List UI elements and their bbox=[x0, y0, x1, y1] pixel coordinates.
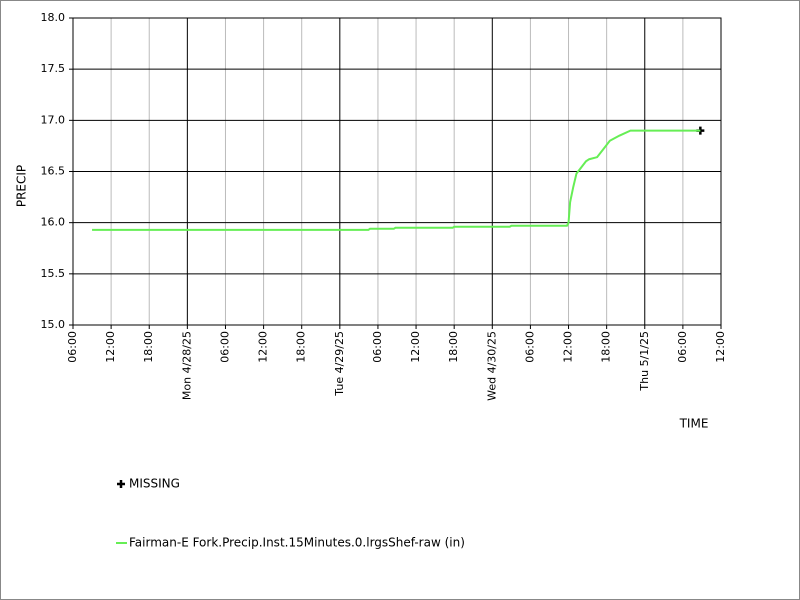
x-tick-label: 12:00 bbox=[257, 331, 270, 363]
legend-label: MISSING bbox=[129, 477, 180, 491]
y-tick-label: 16.5 bbox=[41, 165, 66, 178]
x-tick-label: Wed 4/30/25 bbox=[485, 331, 498, 401]
x-tick-label: 06:00 bbox=[676, 331, 689, 363]
missing-marker bbox=[117, 480, 125, 488]
y-tick-label: 17.5 bbox=[41, 62, 66, 75]
x-tick-label: 06:00 bbox=[218, 331, 231, 363]
x-tick-label: 18:00 bbox=[447, 331, 460, 363]
x-tick-label: 18:00 bbox=[295, 331, 308, 363]
x-tick-label: 18:00 bbox=[142, 331, 155, 363]
x-tick-label: 12:00 bbox=[562, 331, 575, 363]
x-tick-label: 12:00 bbox=[714, 331, 727, 363]
legend-label: Fairman-E Fork.Precip.Inst.15Minutes.0.l… bbox=[129, 536, 465, 550]
x-tick-label: Thu 5/1/25 bbox=[638, 331, 651, 392]
x-tick-label: 12:00 bbox=[104, 331, 117, 363]
x-tick-label: 18:00 bbox=[600, 331, 613, 363]
x-tick-label: Mon 4/28/25 bbox=[180, 331, 193, 400]
x-tick-label: 06:00 bbox=[371, 331, 384, 363]
plot-frame bbox=[72, 17, 722, 326]
y-tick-label: 17.0 bbox=[41, 113, 66, 126]
x-tick-label: Tue 4/29/25 bbox=[333, 331, 346, 397]
x-tick-label: 06:00 bbox=[523, 331, 536, 363]
x-tick-label: 06:00 bbox=[66, 331, 79, 363]
y-tick-label: 18.0 bbox=[41, 11, 66, 24]
y-tick-label: 15.0 bbox=[41, 318, 66, 331]
x-tick-label: 12:00 bbox=[409, 331, 422, 363]
y-axis-label: PRECIP bbox=[15, 165, 29, 207]
series-line bbox=[92, 129, 701, 231]
x-axis-label: TIME bbox=[679, 417, 709, 431]
y-tick-label: 15.5 bbox=[41, 267, 66, 280]
y-tick-label: 16.0 bbox=[41, 216, 66, 229]
